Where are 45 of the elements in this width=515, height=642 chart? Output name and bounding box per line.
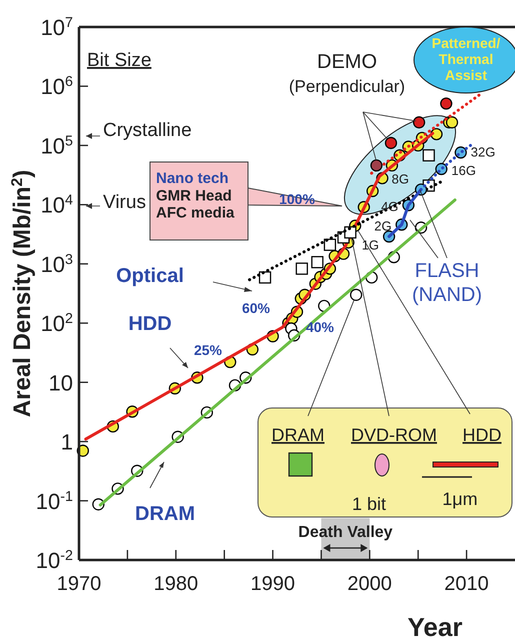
y-tick-label: 10$^{-2}$ xyxy=(36,548,74,573)
annotation: Bit Size xyxy=(87,50,152,71)
annotation: 32G xyxy=(470,144,496,160)
annotation: 8G xyxy=(392,172,410,187)
annotation: Virus xyxy=(103,192,146,213)
annotation: 40% xyxy=(306,319,335,335)
y-tick-label: 10$^{5}$ xyxy=(40,133,74,158)
annotation: DEMO (Perpendicular) xyxy=(288,51,406,96)
annotation: 1μm xyxy=(442,489,478,509)
x-tick-label: 1980 xyxy=(154,573,198,595)
annotation: Optical xyxy=(116,265,184,287)
annotation: 25% xyxy=(194,342,223,358)
y-tick-label: 10$^{7}$ xyxy=(40,15,74,40)
x-tick-label: 1970 xyxy=(56,573,102,595)
y-tick-label: 10$^{4}$ xyxy=(40,192,74,218)
point xyxy=(440,97,452,110)
point xyxy=(446,116,458,128)
point xyxy=(384,136,398,150)
annotation: DRAM xyxy=(272,425,324,445)
y-tick-label: 10 xyxy=(48,370,73,396)
series-label: FLASH (NAND) xyxy=(412,260,482,306)
y-tick-label: 10$^{2}$ xyxy=(40,311,74,336)
annotation: Crystalline xyxy=(103,120,192,141)
annotation: Nano tech GMR Head AFC media xyxy=(156,170,236,222)
point xyxy=(422,149,435,162)
annotation: 1 bit xyxy=(352,494,386,514)
y-tick-label: 10$^{6}$ xyxy=(40,74,74,100)
annotation: 16G xyxy=(451,163,476,178)
x-tick-label: 1990 xyxy=(250,573,296,595)
point xyxy=(370,159,383,172)
text: HDD xyxy=(128,313,172,335)
x-tick-label: 2000 xyxy=(347,573,392,595)
annotation: 2G xyxy=(374,218,392,234)
x-tick-label: 2010 xyxy=(444,573,489,595)
band-label: Death Valley xyxy=(298,524,393,541)
y-tick-label: 10$^{-1}$ xyxy=(36,488,74,514)
series-label: DRAM xyxy=(135,503,195,525)
y-tick-label: 1 xyxy=(60,430,73,455)
x-axis-title: Year xyxy=(408,612,462,642)
point xyxy=(412,116,426,128)
annotation: Patterned/ Thermal Assist xyxy=(432,35,500,84)
annotation: 60% xyxy=(242,300,271,316)
y-tick-label: 10$^{3}$ xyxy=(40,252,74,277)
annotation: HDD xyxy=(462,425,502,445)
annotation: DVD-ROM xyxy=(351,425,437,445)
